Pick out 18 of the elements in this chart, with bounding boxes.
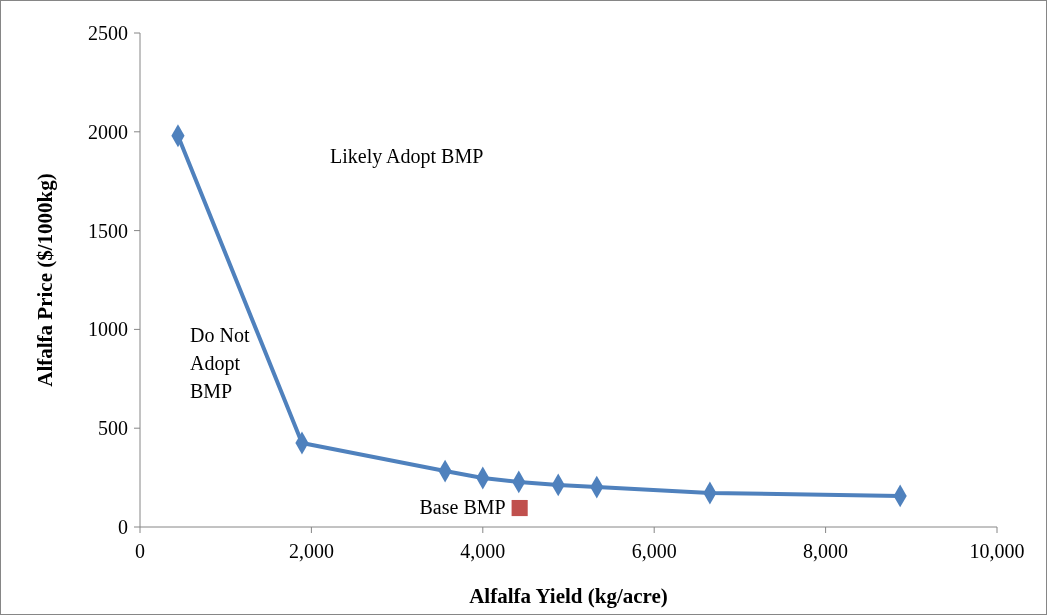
annotation: Do Not Adopt BMP: [190, 324, 250, 402]
x-tick-label: 4,000: [460, 540, 506, 562]
x-axis-title: Alfalfa Yield (kg/acre): [469, 584, 668, 608]
x-tick-label: 2,000: [288, 540, 334, 562]
y-tick-label: 500: [98, 417, 128, 440]
y-tick-label: 1000: [88, 318, 128, 341]
annotation: Likely Adopt BMP: [330, 145, 484, 168]
x-tick-label: 6,000: [631, 540, 677, 562]
series-label: Base BMP: [419, 496, 506, 519]
x-tick-label: 0: [135, 540, 145, 562]
point: [511, 499, 528, 517]
y-axis-title: Alfalfa Price ($/1000kg): [33, 173, 57, 387]
x-tick-label: 8,000: [803, 540, 849, 562]
y-tick-label: 1500: [88, 219, 128, 242]
y-tick-label: 2000: [88, 120, 128, 143]
y-tick-label: 0: [118, 516, 128, 538]
x-tick-label: 10,000: [969, 540, 1025, 562]
y-tick-label: 2500: [88, 22, 128, 44]
